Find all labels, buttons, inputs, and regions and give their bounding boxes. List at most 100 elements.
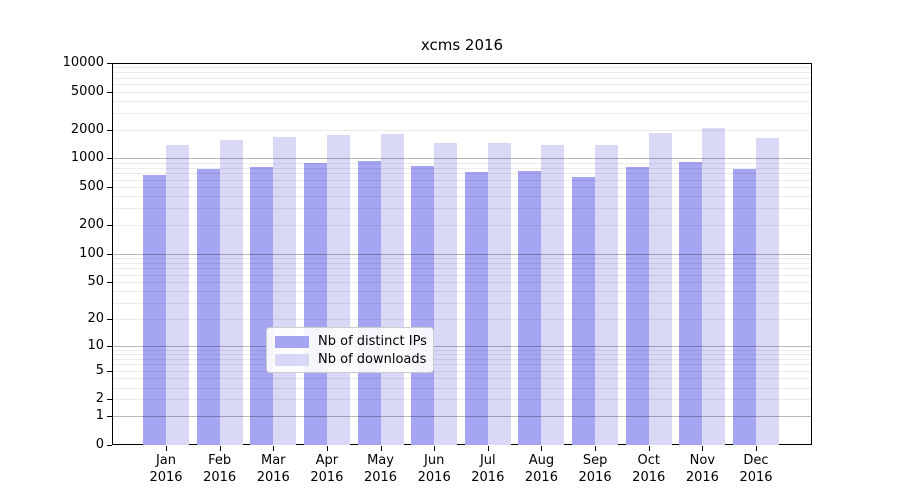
x-tick-month: Jul <box>479 453 496 468</box>
x-tick-month: Mar <box>261 453 286 468</box>
y-tick-label: 1 <box>95 408 104 424</box>
y-tick-label: 10 <box>87 337 104 353</box>
x-tick-year: 2016 <box>363 470 398 485</box>
bar-downloads-feb <box>219 139 243 445</box>
x-tick-label-dec: Dec 2016 <box>726 452 786 486</box>
bar-distinct-ips-jan <box>143 175 166 445</box>
y-tick-mark <box>107 187 112 189</box>
y-tick-label: 50 <box>87 273 104 289</box>
bar-distinct-ips-aug <box>518 170 542 445</box>
x-tick-label-feb: Feb 2016 <box>190 452 250 486</box>
x-tick-year: 2016 <box>203 470 237 485</box>
gridline-minor <box>112 162 812 164</box>
x-tick-month: May <box>367 453 394 468</box>
gridline-minor <box>112 67 812 69</box>
x-tick-mark <box>380 446 382 451</box>
bar-downloads-aug <box>541 144 565 445</box>
x-tick-month: Nov <box>689 453 716 468</box>
bar-distinct-ips-sep <box>572 176 596 445</box>
legend-item-downloads: Nb of downloads <box>275 351 426 369</box>
gridline-minor <box>112 290 812 292</box>
y-tick-mark <box>107 253 112 255</box>
x-tick-month: Dec <box>743 453 769 468</box>
x-tick-month: Jan <box>155 453 177 468</box>
x-tick-year: 2016 <box>632 470 666 485</box>
x-tick-year: 2016 <box>256 470 290 485</box>
y-tick-label: 1000 <box>70 150 104 166</box>
x-tick-mark <box>595 446 597 451</box>
x-tick-year: 2016 <box>310 470 344 485</box>
gridline-minor <box>112 100 812 102</box>
x-tick-label-mar: Mar 2016 <box>243 452 303 486</box>
bar-distinct-ips-dec <box>732 169 756 445</box>
legend-swatch-distinct-ips <box>275 336 309 348</box>
chart-title: xcms 2016 <box>420 36 504 54</box>
gridline-minor <box>112 378 812 380</box>
gridline-minor <box>112 281 812 283</box>
y-tick-mark <box>107 345 112 347</box>
bar-distinct-ips-mar <box>250 166 274 445</box>
gridline-minor <box>112 112 812 114</box>
x-tick-mark <box>487 446 489 451</box>
gridline-minor <box>112 353 812 355</box>
y-tick-label: 20 <box>87 310 104 326</box>
bar-distinct-ips-feb <box>196 169 220 445</box>
bar-downloads-dec <box>755 138 779 445</box>
x-tick-mark <box>702 446 704 451</box>
gridline-minor <box>112 387 812 389</box>
x-tick-month: Feb <box>208 453 232 468</box>
legend: Nb of distinct IPs Nb of downloads <box>266 327 434 373</box>
plot-area <box>112 63 812 445</box>
x-tick-month: Apr <box>315 453 339 468</box>
bar-downloads-jul <box>487 143 511 445</box>
y-tick-mark <box>107 370 112 372</box>
y-tick-mark <box>107 129 112 131</box>
y-tick-mark <box>107 225 112 227</box>
gridline-minor <box>112 370 812 372</box>
y-tick-label: 5000 <box>70 83 104 99</box>
y-tick-mark <box>107 416 112 418</box>
x-tick-label-apr: Apr 2016 <box>297 452 357 486</box>
gridline-minor <box>112 257 812 259</box>
gridline-minor <box>112 268 812 270</box>
gridline-minor <box>112 84 812 86</box>
x-tick-mark <box>434 446 436 451</box>
gridline-minor <box>112 91 812 93</box>
x-tick-year: 2016 <box>578 470 612 485</box>
gridline-major <box>112 416 812 418</box>
y-tick-mark <box>107 158 112 160</box>
legend-label-distinct-ips: Nb of distinct IPs <box>318 334 427 349</box>
y-tick-label: 2 <box>95 391 104 407</box>
y-tick-label: 500 <box>79 179 104 195</box>
gridline-minor <box>112 225 812 227</box>
x-tick-month: Jun <box>424 453 445 468</box>
y-tick-label: 200 <box>79 217 104 233</box>
gridline-minor <box>112 129 812 131</box>
legend-swatch-downloads <box>275 354 309 366</box>
gridline-minor <box>112 173 812 175</box>
x-tick-label-sep: Sep 2016 <box>565 452 625 486</box>
y-tick-label: 100 <box>79 245 104 261</box>
x-tick-year: 2016 <box>524 470 558 485</box>
gridline-major <box>112 158 812 160</box>
gridline-minor <box>112 274 812 276</box>
x-tick-mark <box>273 446 275 451</box>
bar-distinct-ips-jun <box>411 165 435 445</box>
y-tick-label: 10000 <box>62 55 104 70</box>
gridline-minor <box>112 358 812 360</box>
x-tick-mark <box>219 446 221 451</box>
x-tick-month: Sep <box>582 453 608 468</box>
x-tick-year: 2016 <box>471 470 505 485</box>
x-tick-mark <box>166 446 167 451</box>
x-tick-label-oct: Oct 2016 <box>619 452 679 486</box>
x-tick-month: Aug <box>528 453 555 468</box>
bar-distinct-ips-oct <box>625 166 649 445</box>
bar-distinct-ips-nov <box>679 162 703 445</box>
x-tick-label-jun: Jun 2016 <box>404 452 464 486</box>
x-tick-mark <box>755 446 757 451</box>
gridline-major <box>112 253 812 255</box>
bar-downloads-nov <box>702 128 726 445</box>
x-tick-mark <box>648 446 650 451</box>
gridline-minor <box>112 349 812 351</box>
